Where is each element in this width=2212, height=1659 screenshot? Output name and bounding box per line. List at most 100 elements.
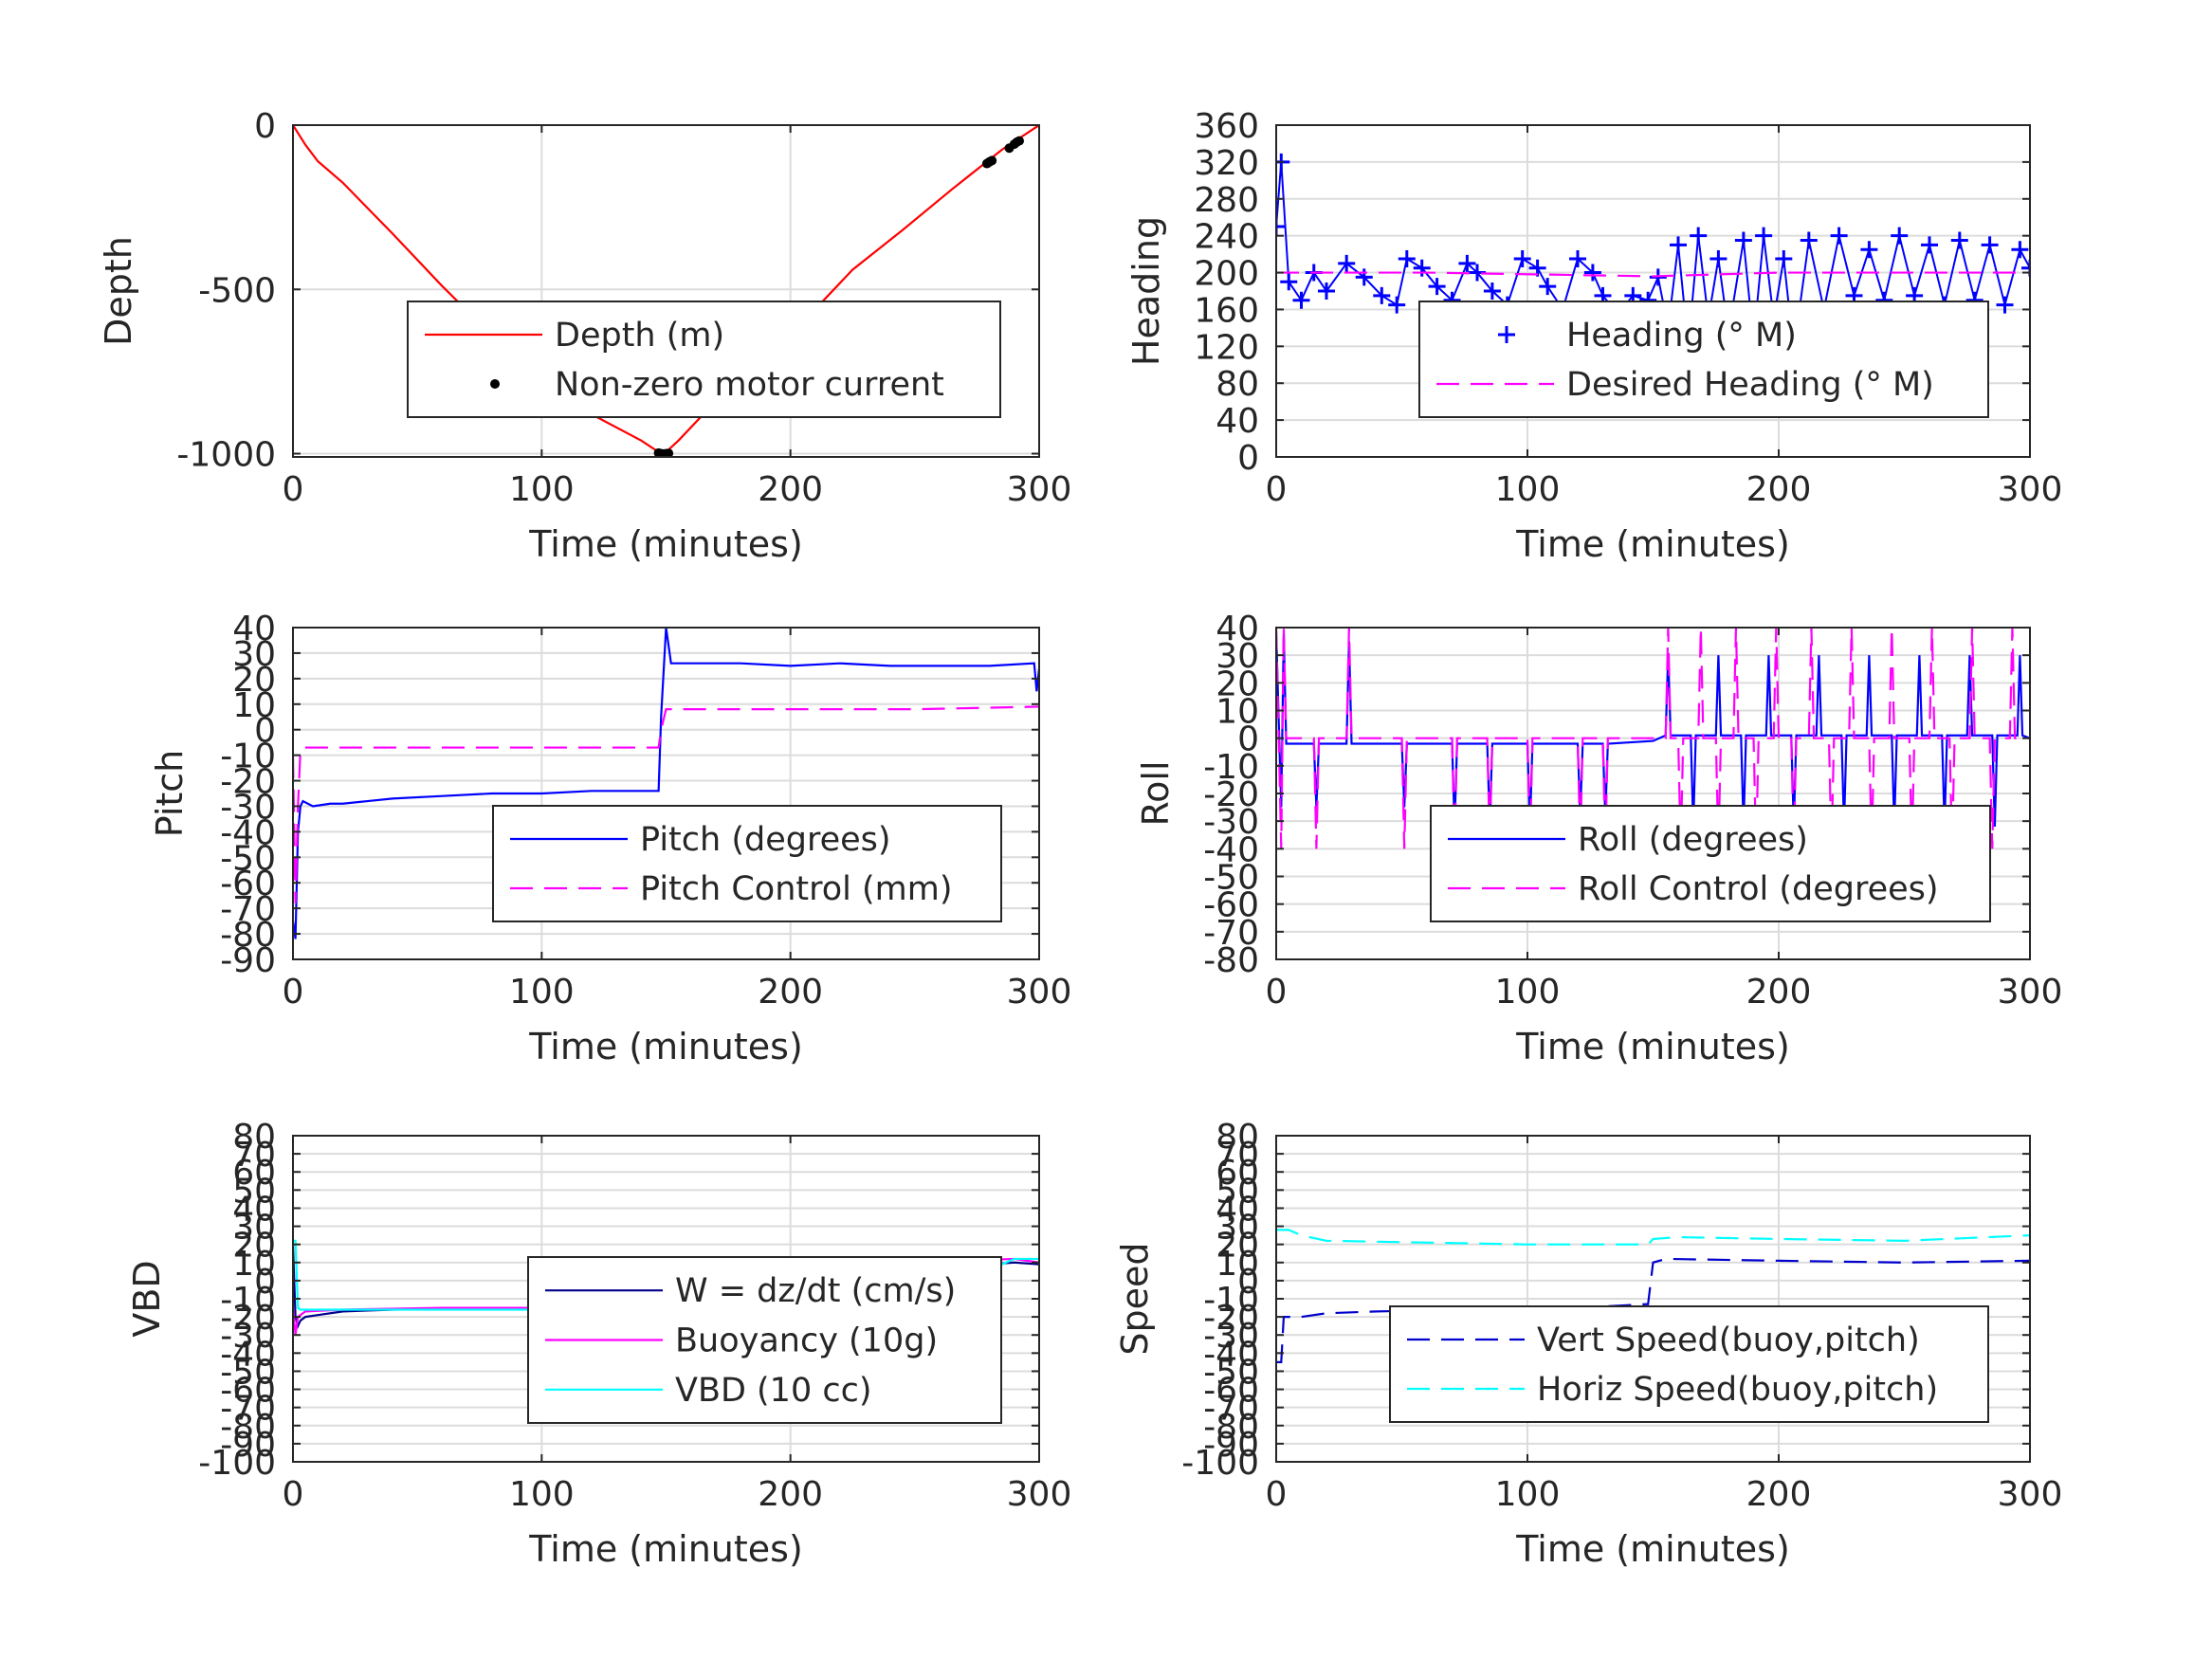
y-tick-label: 10 [232, 686, 276, 725]
y-tick-label: -60 [220, 1372, 276, 1411]
data-point [1891, 227, 1909, 245]
y-tick-label: 10 [232, 1245, 276, 1284]
y-tick-label: -80 [1203, 941, 1259, 980]
legend-label: Desired Heading (° M) [1566, 366, 1934, 404]
x-tick-label: 100 [1495, 470, 1561, 509]
y-tick-label: -30 [1203, 803, 1259, 842]
y-tick-label: 30 [1216, 1209, 1259, 1248]
y-tick-label: 40 [1216, 610, 1259, 648]
y-tick-label: 40 [1216, 402, 1259, 441]
y-tick-label: 0 [1237, 439, 1259, 478]
chart-panel-4: 0 100 200 300-80-70-60-50-40-30-20-10010203… [1135, 610, 2062, 1067]
y-tick-label: 20 [1216, 665, 1259, 703]
x-axis-label: Time (minutes) [528, 1026, 803, 1067]
y-tick-label: -40 [220, 1335, 276, 1374]
x-tick-label: 100 [509, 1475, 575, 1514]
data-point [1921, 236, 1938, 254]
y-tick-label: 360 [1194, 107, 1259, 146]
legend-box [407, 301, 1001, 418]
y-tick-label: 40 [1216, 1190, 1259, 1229]
y-tick-label: -20 [220, 763, 276, 802]
y-tick-label: 0 [254, 1263, 276, 1302]
x-tick-label: 300 [1998, 1475, 2063, 1514]
x-tick-label: 200 [1746, 1475, 1812, 1514]
x-tick-label: 0 [1266, 1475, 1288, 1514]
y-tick-label: 80 [232, 1118, 276, 1157]
data-point [1388, 296, 1406, 314]
x-tick-label: 100 [509, 470, 575, 509]
x-tick-label: 300 [1007, 470, 1072, 509]
x-tick-label: 200 [1746, 470, 1812, 509]
y-tick-label: 0 [1237, 720, 1259, 759]
data-point [1398, 249, 1416, 267]
series-line [293, 705, 1039, 903]
data-point [1981, 236, 1999, 254]
y-tick-label: 60 [1216, 1154, 1259, 1193]
data-point [2021, 259, 2030, 277]
y-tick-label: 0 [254, 107, 276, 146]
data-point [987, 155, 997, 166]
x-tick-label: 100 [1495, 1475, 1561, 1514]
legend-label: Roll Control (degrees) [1578, 870, 1939, 908]
y-axis-label: VBD [126, 1260, 168, 1337]
y-tick-label: 50 [1216, 1172, 1259, 1211]
legend-label: Vert Speed(buoy,pitch) [1537, 1322, 1920, 1359]
y-tick-label: -50 [220, 1353, 276, 1392]
data-point [1338, 254, 1356, 272]
y-tick-label: 10 [1216, 693, 1259, 732]
data-point [1483, 283, 1501, 300]
y-axis-label: Speed [1114, 1242, 1156, 1355]
data-point [1355, 268, 1373, 286]
legend-box [492, 805, 1002, 922]
y-tick-label: -70 [1203, 914, 1259, 953]
y-tick-label: 80 [1216, 365, 1259, 404]
x-tick-label: 200 [1746, 973, 1812, 1012]
x-tick-label: 200 [758, 973, 823, 1012]
y-tick-label: -10 [220, 738, 276, 776]
y-tick-label: -90 [220, 941, 276, 980]
y-tick-label: 70 [1216, 1136, 1259, 1175]
y-tick-label: 20 [1216, 1227, 1259, 1266]
chart-panel-2: 0 100 200 30004080120160200240280320360Time… [1125, 107, 2062, 565]
x-tick-label: 100 [509, 973, 575, 1012]
data-point [1458, 254, 1476, 272]
series-line [293, 628, 1039, 939]
y-tick-label: 70 [232, 1136, 276, 1175]
legend: Depth (m) Non-zero motor current [407, 301, 1001, 418]
x-tick-label: 0 [283, 1475, 304, 1514]
data-point [1280, 273, 1298, 291]
y-tick-label: -100 [198, 1444, 276, 1483]
data-point [1373, 286, 1391, 304]
legend: Vert Speed(buoy,pitch) Horiz Speed(buoy,p… [1389, 1305, 1989, 1423]
data-point [1830, 227, 1848, 245]
x-axis-label: Time (minutes) [1515, 523, 1790, 565]
plot-area [293, 125, 1039, 457]
y-tick-label: -500 [198, 271, 276, 310]
y-tick-label: -50 [220, 839, 276, 878]
y-tick-label: -30 [220, 788, 276, 827]
chart-panel-5: 0 100 200 300-100-90-80-70-60-50-40-30-20-1… [126, 1118, 1071, 1570]
legend-label: Pitch (degrees) [640, 821, 891, 859]
legend-box [1418, 301, 1989, 418]
y-tick-label: 20 [232, 1227, 276, 1266]
x-tick-label: 200 [758, 1475, 823, 1514]
y-tick-label: -90 [220, 1426, 276, 1465]
legend-swatch [490, 379, 500, 389]
legend-label: Pitch Control (mm) [640, 870, 952, 908]
y-tick-label: -10 [1203, 1281, 1259, 1320]
data-point [1996, 296, 2014, 314]
data-point [1709, 249, 1728, 267]
y-tick-label: -70 [220, 1390, 276, 1429]
y-tick-label: 240 [1194, 218, 1259, 257]
legend-label: Non-zero motor current [555, 366, 944, 404]
legend: Heading (° M) Desired Heading (° M) [1418, 301, 1989, 418]
x-tick-label: 0 [283, 973, 304, 1012]
series-line [1276, 632, 2030, 828]
data-point [1513, 249, 1531, 267]
legend-box [1430, 805, 1991, 922]
y-tick-label: 30 [1216, 637, 1259, 676]
y-axis-label: Depth [98, 236, 139, 346]
y-tick-label: -30 [1203, 1317, 1259, 1356]
data-point [1015, 136, 1025, 146]
legend-label: Depth (m) [555, 317, 724, 355]
